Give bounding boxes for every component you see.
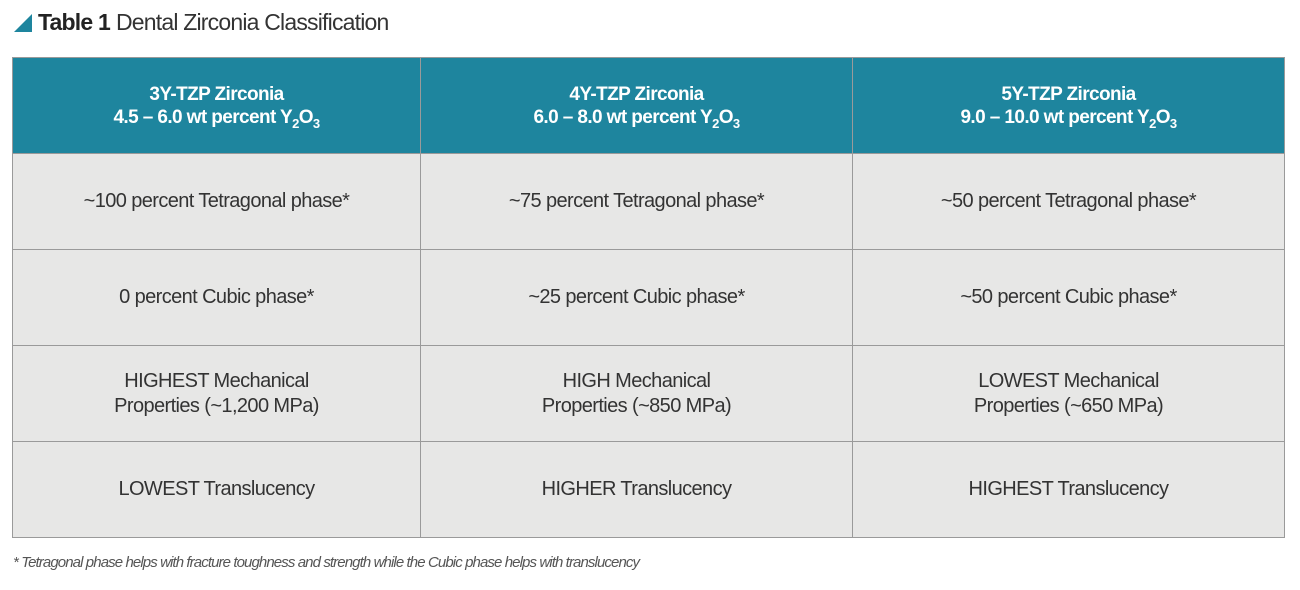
table: 3Y-TZP Zirconia 4.5 – 6.0 wt percent Y2O3… <box>12 57 1285 538</box>
table-cell: ~50 percent Tetragonal phase* <box>852 153 1285 250</box>
formula-text: 4.5 – 6.0 wt percent Y <box>113 106 293 128</box>
header-formula: 4.5 – 6.0 wt percent Y2O3 <box>13 106 420 131</box>
table-title: Table 1 Dental Zirconia Classification <box>14 9 389 36</box>
footnote: * Tetragonal phase helps with fracture t… <box>13 554 640 571</box>
cell-line: ~75 percent Tetragonal phase* <box>508 190 765 212</box>
table-cell: 0 percent Cubic phase* <box>12 249 421 346</box>
subscript: 3 <box>1169 115 1177 131</box>
formula-text: 6.0 – 8.0 wt percent Y <box>533 106 713 128</box>
header-row: 3Y-TZP Zirconia 4.5 – 6.0 wt percent Y2O3… <box>12 57 1285 154</box>
cell-line: ~50 percent Cubic phase* <box>960 286 1177 308</box>
header-name: 4Y-TZP Zirconia <box>569 83 704 105</box>
header-cell: 5Y-TZP Zirconia 9.0 – 10.0 wt percent Y2O… <box>852 57 1285 154</box>
table-cell: ~75 percent Tetragonal phase* <box>420 153 853 250</box>
table-label: Table 1 <box>38 9 111 35</box>
subscript: 3 <box>732 115 740 131</box>
table-title-text: Dental Zirconia Classification <box>115 9 389 35</box>
table-row: LOWEST Translucency HIGHER Translucency HI… <box>12 441 1285 538</box>
table-row: 0 percent Cubic phase* ~25 percent Cubic … <box>12 249 1285 346</box>
cell-line: Properties (~650 MPa) <box>973 394 1164 417</box>
table-row: ~100 percent Tetragonal phase* ~75 percen… <box>12 153 1285 250</box>
cell-line: 0 percent Cubic phase* <box>119 286 314 308</box>
title-icon <box>14 13 32 32</box>
header-formula: 6.0 – 8.0 wt percent Y2O3 <box>421 106 852 131</box>
cell-line: ~50 percent Tetragonal phase* <box>940 190 1197 212</box>
header-cell: 4Y-TZP Zirconia 6.0 – 8.0 wt percent Y2O3 <box>420 57 853 154</box>
header-cell: 3Y-TZP Zirconia 4.5 – 6.0 wt percent Y2O3 <box>12 57 421 154</box>
cell-line: ~25 percent Cubic phase* <box>528 286 745 308</box>
subscript: 2 <box>712 115 719 131</box>
cell-line: LOWEST Mechanical <box>978 369 1159 392</box>
subscript: 2 <box>1149 115 1156 131</box>
cell-line: ~100 percent Tetragonal phase* <box>83 190 350 212</box>
table-cell: HIGHEST Mechanical Properties (~1,200 MPa… <box>12 345 421 442</box>
formula-text: 9.0 – 10.0 wt percent Y <box>960 106 1150 128</box>
table-cell: LOWEST Mechanical Properties (~650 MPa) <box>852 345 1285 442</box>
header-name: 3Y-TZP Zirconia <box>149 83 284 105</box>
table-cell: ~100 percent Tetragonal phase* <box>12 153 421 250</box>
formula-text: O <box>1155 106 1171 128</box>
cell-line: Properties (~850 MPa) <box>541 394 732 417</box>
table-cell: ~50 percent Cubic phase* <box>852 249 1285 346</box>
table-cell: HIGH Mechanical Properties (~850 MPa) <box>420 345 853 442</box>
cell-line: Properties (~1,200 MPa) <box>114 394 319 417</box>
cell-line: HIGH Mechanical <box>562 369 711 392</box>
cell-line: HIGHEST Translucency <box>968 478 1170 500</box>
table-cell: HIGHER Translucency <box>420 441 853 538</box>
table-row: HIGHEST Mechanical Properties (~1,200 MPa… <box>12 345 1285 442</box>
cell-line: HIGHEST Mechanical <box>124 369 309 392</box>
header-name: 5Y-TZP Zirconia <box>1001 83 1136 105</box>
header-formula: 9.0 – 10.0 wt percent Y2O3 <box>853 106 1284 131</box>
cell-line: LOWEST Translucency <box>118 478 315 500</box>
cell-line: HIGHER Translucency <box>541 478 732 500</box>
table-cell: ~25 percent Cubic phase* <box>420 249 853 346</box>
table-cell: HIGHEST Translucency <box>852 441 1285 538</box>
formula-text: O <box>718 106 734 128</box>
subscript: 3 <box>312 115 320 131</box>
table-cell: LOWEST Translucency <box>12 441 421 538</box>
formula-text: O <box>298 106 314 128</box>
subscript: 2 <box>292 115 299 131</box>
